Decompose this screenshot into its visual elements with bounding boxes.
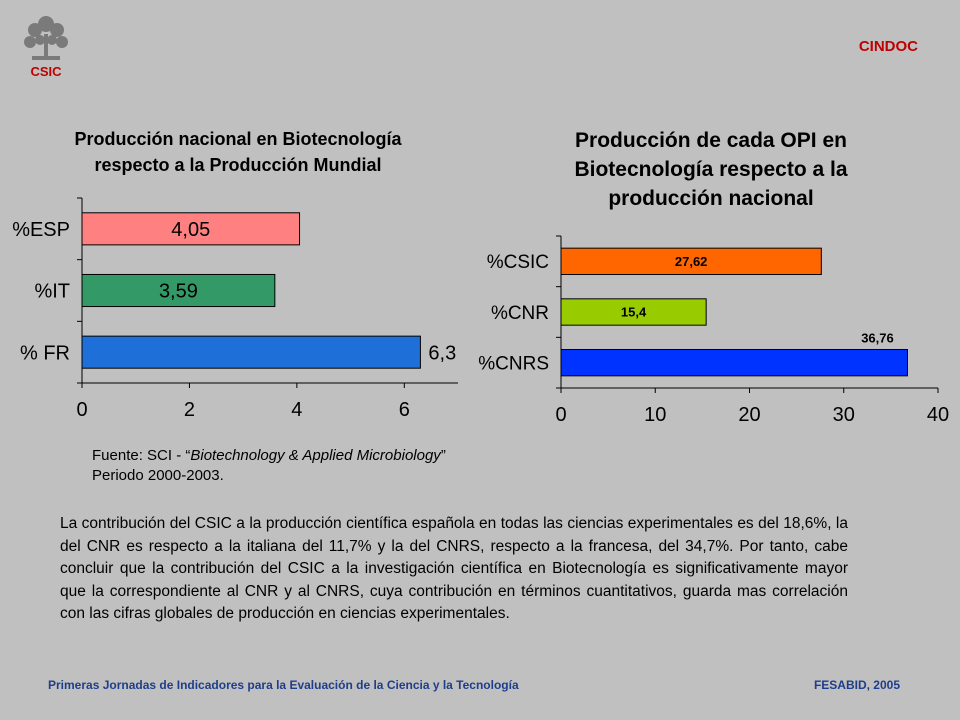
source-prefix: Fuente: SCI - “ [92,447,191,464]
chart-opi-production: 0 10 20 30 40 %CSIC 27,62 %CNR 15,4 %CNRS 36,76 [478,235,949,426]
chart2-title-line: Producción de cada OPI en [575,129,847,152]
chart-world-production: 0 2 4 6 %ESP 4,05 %IT 3,59 % FR 6,3 [12,197,458,421]
chart2-x-tick-label: 10 [644,404,666,426]
chart2-bar [560,348,908,377]
chart2-x-tick-label: 20 [738,404,760,426]
chart2-x-tick-label: 40 [927,404,949,426]
chart1-x-tick-label: 6 [399,399,410,421]
chart2-data-label: 15,4 [621,305,647,320]
source-line: Fuente: SCI - “Biotechnology & Applied M… [92,446,446,466]
chart1-data-label: 3,59 [159,281,198,303]
logo-text: CSIC [30,64,62,79]
chart1-bar [81,212,301,246]
chart2-title-line: producción nacional [608,187,814,210]
chart1-category-label: %ESP [12,219,70,241]
chart2-data-label: 27,62 [675,254,708,269]
chart1-title: Producción nacional en Biotecnología res… [58,126,418,178]
footer-event: Primeras Jornadas de Indicadores para la… [48,678,519,692]
chart2-title-line: Biotecnología respecto a la [574,158,848,181]
chart1-bar [81,335,421,369]
chart1-x-tick-label: 2 [184,399,195,421]
chart2-x-tick-label: 30 [833,404,855,426]
chart2-category-label: %CNR [491,303,549,324]
chart2-category-label: %CSIC [487,252,549,273]
chart2-bar [560,298,707,326]
source-suffix: ” [440,447,446,464]
chart2-category-label: %CNRS [478,354,549,375]
csic-logo: CSIC [18,12,74,82]
source-period: Periodo 2000-2003. [92,467,224,484]
chart1-title-line: respecto a la Producción Mundial [94,155,382,175]
source-note: Fuente: SCI - “Biotechnology & Applied M… [92,446,446,486]
chart2-bar [560,247,822,276]
footer-org: FESABID, 2005 [813,678,900,692]
chart2-data-label: 36,76 [861,330,894,345]
chart2-title: Producción de cada OPI en Biotecnología … [552,126,870,213]
tree-emblem-icon [24,16,68,60]
chart1-x-tick-label: 4 [291,399,302,421]
chart1-category-label: % FR [20,342,70,364]
chart2-x-tick-label: 0 [555,404,566,426]
chart1-title-line: Producción nacional en Biotecnología [74,129,402,149]
chart1-data-label: 6,3 [428,342,456,364]
chart1-x-tick-label: 0 [76,399,87,421]
source-journal: Biotechnology & Applied Microbiology [190,447,441,464]
chart1-bar [81,273,276,308]
brand-label: CINDOC [858,38,918,55]
chart1-category-label: %IT [34,281,70,303]
conclusion-paragraph: La contribución del CSIC a la producción… [60,515,848,622]
chart1-data-label: 4,05 [171,219,210,241]
